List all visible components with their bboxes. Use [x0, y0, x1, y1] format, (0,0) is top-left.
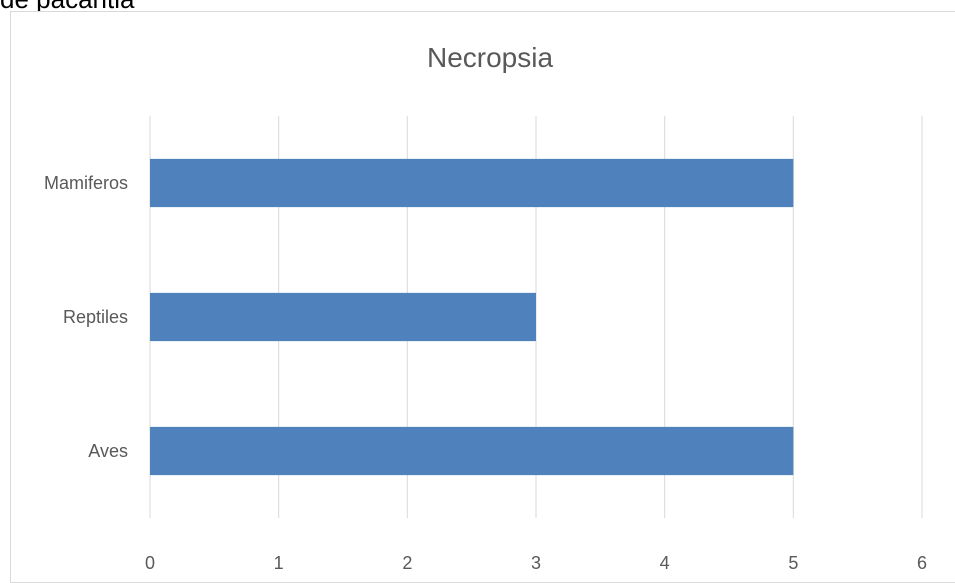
category-label-mamiferos: Mamiferos: [44, 173, 128, 193]
category-axis: Mamiferos Reptiles Aves: [44, 173, 128, 461]
bar-reptiles: [150, 292, 536, 342]
bar-aves: [150, 426, 794, 476]
x-tick-label-6: 6: [917, 553, 927, 573]
category-label-aves: Aves: [88, 441, 128, 461]
bar-mamiferos: [150, 158, 794, 208]
x-tick-label-2: 2: [402, 553, 412, 573]
chart-title: Necropsia: [427, 42, 553, 73]
value-axis: 0 1 2 3 4 5 6: [145, 553, 927, 573]
category-label-reptiles: Reptiles: [63, 307, 128, 327]
x-tick-label-4: 4: [660, 553, 670, 573]
x-tick-label-3: 3: [531, 553, 541, 573]
partial-document-text: de pacantia: [0, 0, 134, 15]
x-tick-label-0: 0: [145, 553, 155, 573]
bar-series: [150, 158, 794, 476]
x-tick-label-1: 1: [274, 553, 284, 573]
x-tick-label-5: 5: [788, 553, 798, 573]
